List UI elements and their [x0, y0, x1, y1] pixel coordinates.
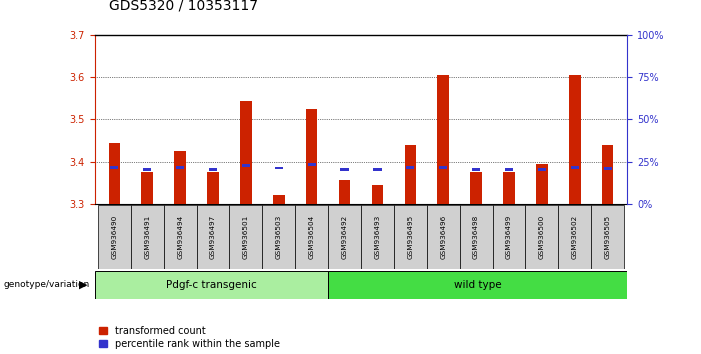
Bar: [472, 168, 480, 171]
Text: GSM936503: GSM936503: [275, 215, 282, 259]
Bar: [372, 185, 383, 204]
Text: GSM936501: GSM936501: [243, 215, 249, 259]
Bar: [604, 167, 612, 170]
Bar: [328, 205, 361, 269]
Bar: [569, 75, 580, 204]
Text: GSM936490: GSM936490: [111, 215, 117, 259]
Bar: [538, 168, 546, 171]
Bar: [240, 101, 252, 204]
Text: wild type: wild type: [454, 280, 502, 290]
Text: GSM936504: GSM936504: [308, 215, 315, 259]
Bar: [196, 205, 229, 269]
Bar: [275, 167, 283, 169]
Bar: [437, 75, 449, 204]
Bar: [242, 164, 250, 167]
Text: GSM936499: GSM936499: [506, 215, 512, 259]
Bar: [493, 205, 526, 269]
Bar: [95, 271, 328, 299]
Text: GSM936502: GSM936502: [572, 215, 578, 259]
Bar: [361, 205, 394, 269]
Bar: [394, 205, 427, 269]
Text: GSM936497: GSM936497: [210, 215, 216, 259]
Bar: [526, 205, 558, 269]
Text: GSM936494: GSM936494: [177, 215, 183, 259]
Bar: [602, 145, 613, 204]
Bar: [131, 205, 164, 269]
Text: Pdgf-c transgenic: Pdgf-c transgenic: [166, 280, 257, 290]
Bar: [503, 172, 515, 204]
Bar: [536, 164, 547, 204]
Text: GSM936495: GSM936495: [407, 215, 414, 259]
Bar: [262, 205, 295, 269]
Bar: [427, 205, 460, 269]
Bar: [341, 168, 348, 171]
Bar: [175, 151, 186, 204]
Text: GSM936505: GSM936505: [605, 215, 611, 259]
Bar: [207, 172, 219, 204]
Bar: [109, 143, 120, 204]
Bar: [273, 195, 285, 204]
Text: genotype/variation: genotype/variation: [4, 280, 90, 290]
Text: GSM936496: GSM936496: [440, 215, 447, 259]
Bar: [209, 168, 217, 171]
Bar: [328, 271, 627, 299]
Bar: [176, 166, 184, 169]
Bar: [571, 166, 579, 169]
Bar: [164, 205, 196, 269]
Bar: [404, 145, 416, 204]
Bar: [339, 181, 350, 204]
Bar: [439, 166, 447, 169]
Text: GDS5320 / 10353117: GDS5320 / 10353117: [109, 0, 258, 12]
Bar: [98, 205, 131, 269]
Bar: [470, 172, 482, 204]
Bar: [295, 205, 328, 269]
Text: GSM936500: GSM936500: [539, 215, 545, 259]
Bar: [460, 205, 493, 269]
Text: GSM936498: GSM936498: [473, 215, 479, 259]
Text: ▶: ▶: [79, 280, 88, 290]
Bar: [142, 172, 153, 204]
Bar: [143, 168, 151, 171]
Bar: [110, 166, 118, 169]
Bar: [505, 168, 513, 171]
Bar: [229, 205, 262, 269]
Bar: [308, 163, 315, 166]
Bar: [591, 205, 624, 269]
Bar: [306, 109, 318, 204]
Text: GSM936493: GSM936493: [374, 215, 381, 259]
Legend: transformed count, percentile rank within the sample: transformed count, percentile rank withi…: [100, 326, 280, 349]
Bar: [558, 205, 591, 269]
Bar: [407, 166, 414, 169]
Text: GSM936492: GSM936492: [341, 215, 348, 259]
Text: GSM936491: GSM936491: [144, 215, 150, 259]
Bar: [374, 168, 381, 171]
